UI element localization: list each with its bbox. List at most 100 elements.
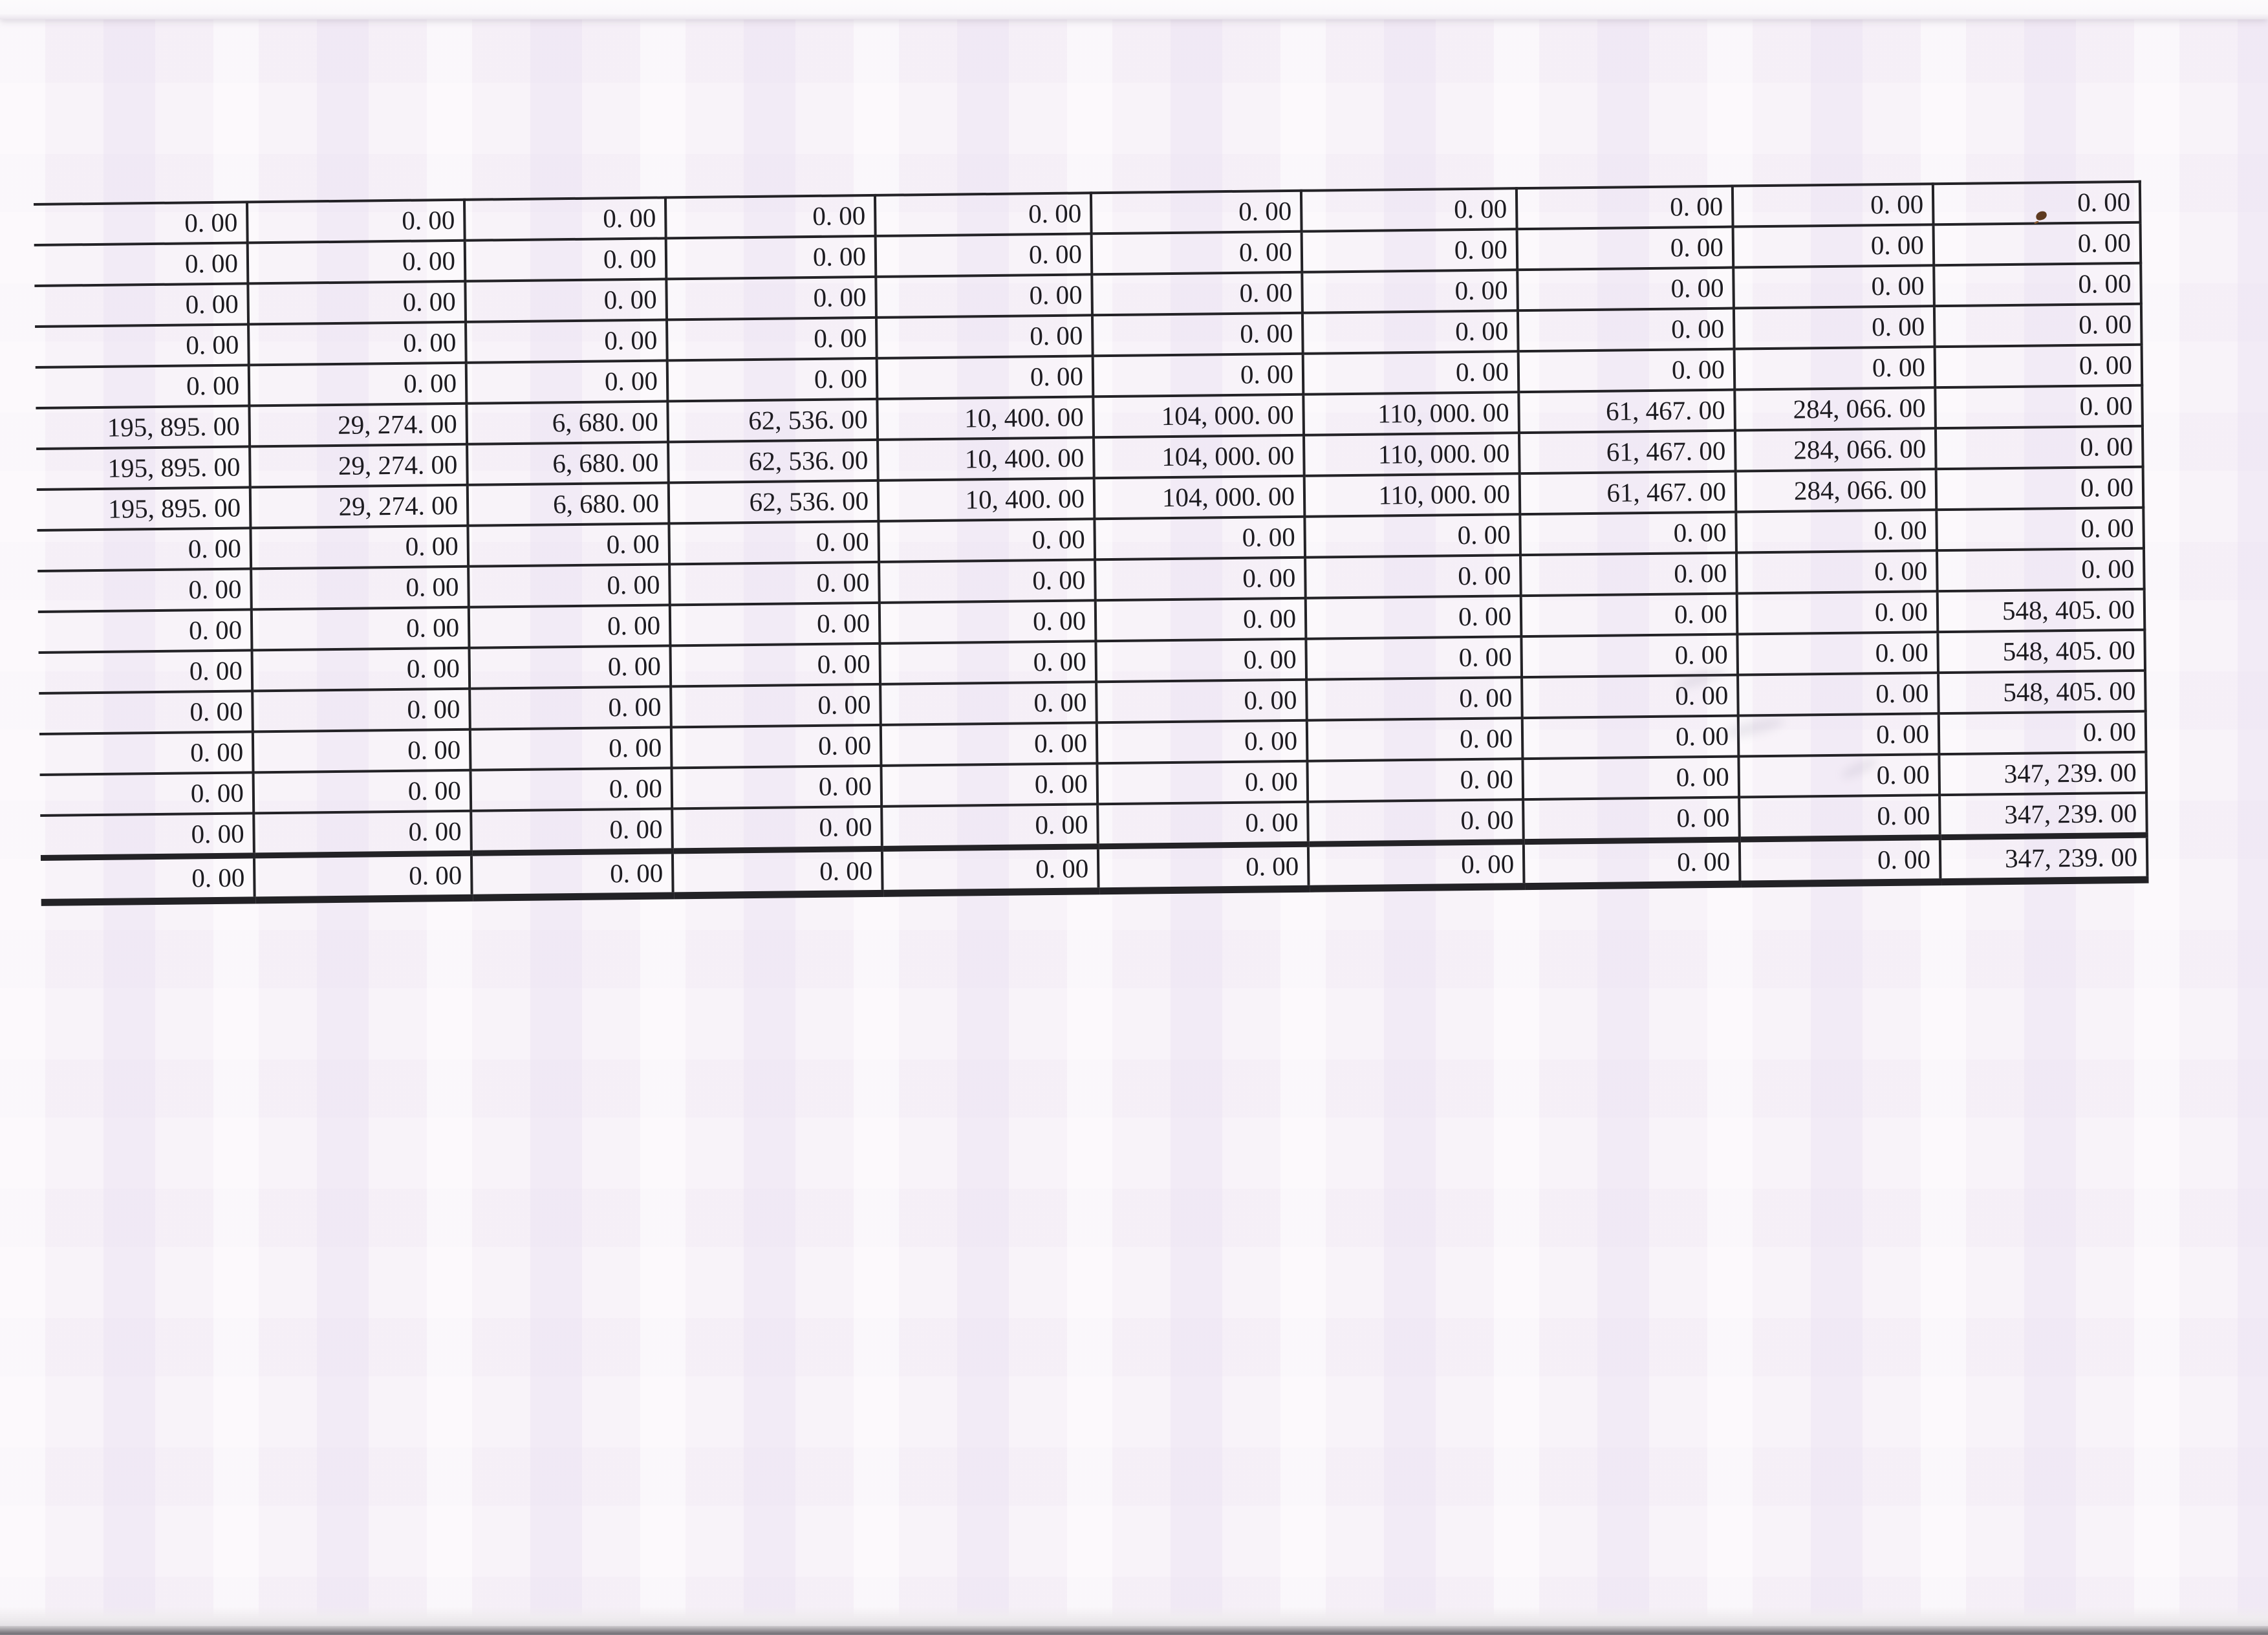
table-cell: 0. 00 [1307,759,1524,802]
table-cell: 0. 00 [1097,801,1308,847]
table-cell: 0. 00 [468,564,670,607]
table-cell: 0. 00 [1523,797,1740,842]
table-cell: 110, 000. 00 [1304,473,1520,517]
table-cell: 0. 00 [669,561,880,605]
table-cell: 0. 00 [1308,799,1524,845]
table-cell: 0. 00 [471,850,673,898]
table-cell: 0. 00 [879,559,1096,603]
table-cell: 0. 00 [881,804,1098,849]
table-cell: 0. 00 [1305,555,1521,598]
table-cell: 195, 895. 00 [36,446,250,490]
table-cell: 0. 00 [464,238,667,281]
table-cell: 0. 00 [1732,184,1934,227]
table-cell: 0. 00 [671,724,881,768]
table-cell: 0. 00 [40,813,254,858]
table-cell: 61, 467. 00 [1518,389,1735,433]
table-cell: 0. 00 [880,722,1097,766]
paper-bottom-edge [0,1607,2268,1626]
table-cell: 0. 00 [1094,516,1306,560]
table-cell: 10, 400. 00 [877,396,1094,440]
table-cell: 0. 00 [1523,839,1740,887]
table-cell: 548, 405. 00 [1938,629,2146,673]
table-cell: 0. 00 [1305,596,1522,639]
table-cell: 0. 00 [1520,593,1738,637]
table-cell: 0. 00 [1090,190,1302,234]
table-cell: 10, 400. 00 [878,478,1095,521]
table-cell: 0. 00 [250,525,469,569]
table-cell: 110, 000. 00 [1303,392,1519,435]
table-cell: 0. 00 [1092,353,1304,397]
table-cell: 0. 00 [247,240,466,284]
table-cell: 0. 00 [1516,186,1733,230]
table-cell: 0. 00 [1520,552,1737,596]
financial-values-table: 0. 00 0. 00 0. 00 0. 00 0. 00 0. 00 0. 00 0. 00… [34,180,2149,906]
table-cell: 195, 895. 00 [36,487,251,530]
table-cell: 0. 00 [248,362,467,406]
table-cell: 0. 00 [1092,312,1303,356]
table-cell: 0. 00 [1517,226,1734,270]
table-cell: 0. 00 [1736,510,1937,553]
table-cell: 0. 00 [880,682,1097,725]
table-cell: 0. 00 [665,235,876,279]
table-cell: 0. 00 [1739,795,1940,840]
table-body: 0. 00 0. 00 0. 00 0. 00 0. 00 0. 00 0. 00 0. 00… [34,181,2148,903]
table-cell: 0. 00 [1518,349,1735,393]
table-cell: 0. 00 [1736,550,1938,594]
table-cell: 6, 680. 00 [466,401,669,444]
table-cell: 0. 00 [1308,841,1524,889]
table-cell: 0. 00 [667,358,878,402]
table-cell: 0. 00 [464,197,666,241]
table-cell: 0. 00 [1522,715,1739,759]
table-cell: 0. 00 [1738,754,1940,797]
table-cell: 0. 00 [666,276,876,320]
table-cell: 0. 00 [1302,351,1519,395]
table-cell: 0. 00 [1936,507,2144,551]
table-cell: 0. 00 [876,274,1092,318]
table-cell: 104, 000. 00 [1094,435,1304,479]
table-cell: 0. 00 [466,319,667,363]
table-cell: 0. 00 [1933,222,2141,266]
table-cell: 0. 00 [1306,636,1522,680]
table-cell: 0. 00 [1095,557,1306,601]
table-cell: 0. 00 [1934,303,2142,347]
table-cell: 195, 895. 00 [36,406,250,449]
table-cell: 0. 00 [671,765,882,809]
table-cell: 0. 00 [34,243,248,286]
table-cell: 0. 00 [1936,548,2144,592]
table-cell: 0. 00 [1095,598,1306,642]
table-cell: 0. 00 [1737,632,1939,675]
table-cell: 0. 00 [1097,761,1308,805]
table-cell: 0. 00 [874,193,1092,236]
table-cell: 0. 00 [876,356,1094,399]
table-cell: 0. 00 [1739,837,1941,885]
table-cell: 0. 00 [470,727,672,770]
table-cell: 0. 00 [672,806,882,851]
table-cell: 347, 239. 00 [1939,752,2147,796]
table-cell: 0. 00 [1302,310,1518,354]
table-cell: 0. 00 [670,643,881,687]
table-cell: 284, 066. 00 [1734,428,1936,471]
table-cell: 0. 00 [39,731,254,775]
table-cell: 0. 00 [881,763,1098,807]
table-cell: 0. 00 [880,641,1097,684]
table-cell: 0. 00 [1522,756,1740,800]
table-cell: 0. 00 [881,846,1099,894]
table-cell: 0. 00 [669,521,880,565]
table-cell: 0. 00 [1096,638,1307,682]
table-cell: 0. 00 [470,768,673,811]
table-cell: 0. 00 [40,855,255,903]
table-cell: 347, 239. 00 [1939,835,2148,882]
table-cell: 0. 00 [251,607,470,651]
table-cell: 0. 00 [876,315,1093,358]
table-cell: 0. 00 [37,528,252,571]
table-cell: 62, 536. 00 [668,480,879,524]
table-cell: 110, 000. 00 [1303,433,1520,476]
table-cell: 0. 00 [38,650,253,693]
table-cell: 0. 00 [1733,224,1934,268]
table-cell: 0. 00 [1517,308,1734,352]
table-cell: 62, 536. 00 [667,398,878,442]
table-cell: 0. 00 [1302,270,1518,313]
table-cell: 0. 00 [1304,514,1521,558]
table-cell: 0. 00 [254,853,472,900]
paper-top-edge [0,0,2268,19]
